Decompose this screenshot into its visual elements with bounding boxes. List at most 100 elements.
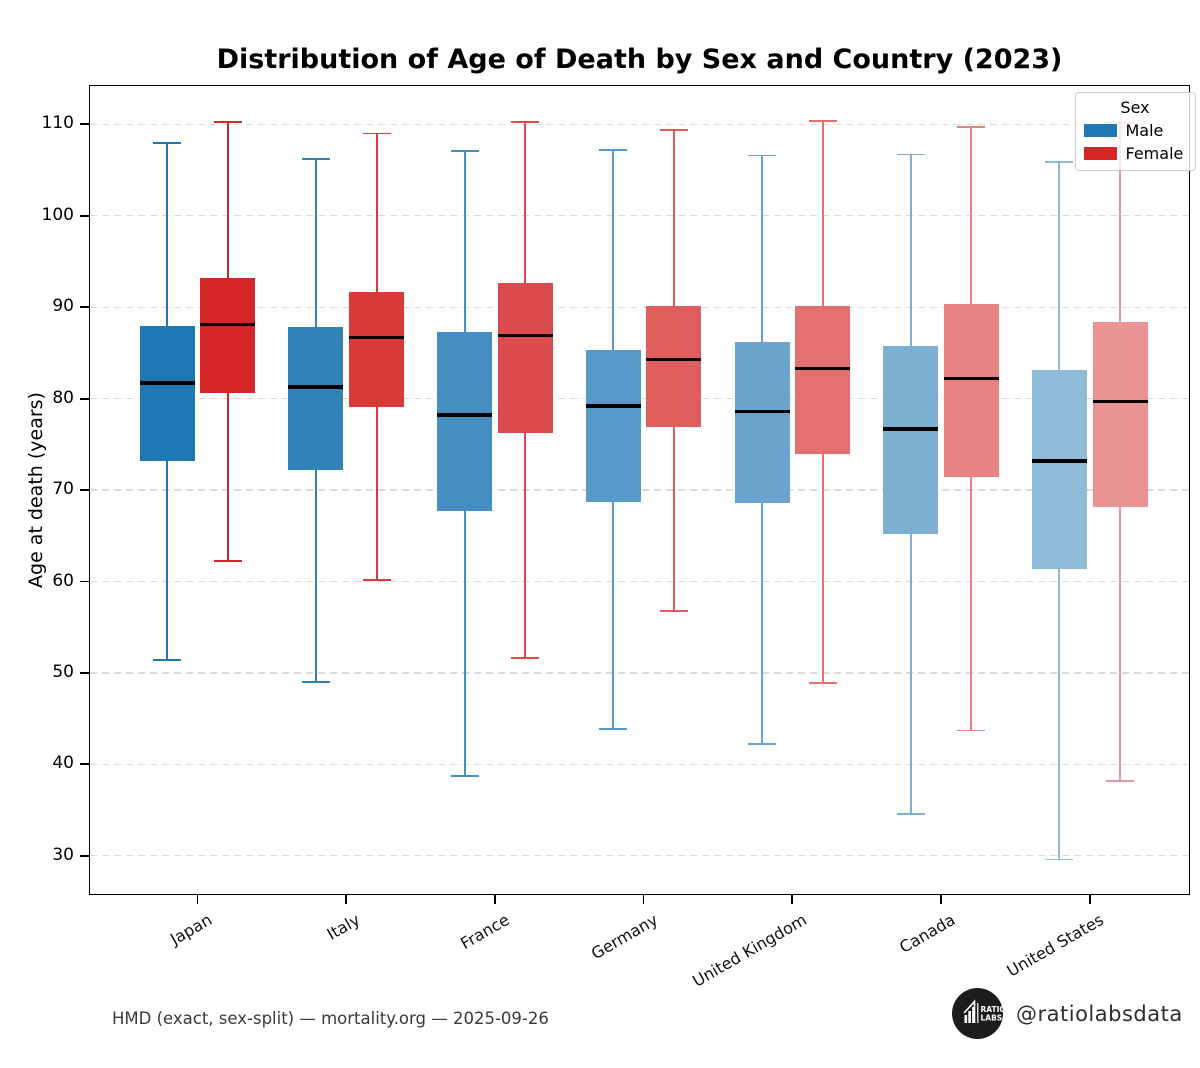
- y-tick-50: [79, 672, 89, 674]
- whisker-upper-male-united-kingdom: [761, 155, 763, 342]
- whisker-cap-lower-female-japan: [213, 560, 242, 563]
- svg-text:RATIO: RATIO: [981, 1005, 1004, 1014]
- whisker-cap-upper-male-italy: [301, 158, 330, 161]
- median-male-united-states: [1031, 459, 1087, 463]
- legend: Sex Male Female: [1074, 92, 1196, 171]
- box-female-france: [497, 283, 553, 434]
- whisker-cap-upper-male-canada: [896, 153, 925, 156]
- y-tick-70: [79, 489, 89, 491]
- x-tick-0: [196, 894, 199, 904]
- whisker-lower-male-france: [463, 511, 466, 777]
- box-female-united-kingdom: [795, 306, 851, 455]
- whisker-upper-male-italy: [314, 159, 317, 328]
- y-tick-label-90: 90: [52, 296, 74, 317]
- y-tick-label-40: 40: [52, 753, 74, 774]
- x-tick-2: [494, 894, 496, 904]
- median-male-france: [437, 413, 493, 417]
- gridline-90: [90, 306, 1189, 308]
- gridline-60: [90, 580, 1189, 583]
- y-tick-80: [79, 397, 89, 400]
- box-male-united-states: [1031, 370, 1087, 569]
- whisker-cap-lower-male-canada: [896, 812, 925, 815]
- svg-text:LABS: LABS: [981, 1014, 1003, 1023]
- whisker-upper-male-france: [463, 150, 466, 332]
- x-tick-label-4: United Kingdom: [689, 910, 810, 991]
- y-tick-100: [79, 214, 89, 217]
- gridline-100: [90, 215, 1189, 217]
- y-tick-60: [79, 580, 89, 583]
- whisker-cap-upper-male-united-kingdom: [748, 154, 776, 157]
- gridline-40: [90, 763, 1189, 765]
- y-tick-label-50: 50: [52, 661, 74, 682]
- y-tick-40: [79, 763, 89, 766]
- ratio-labs-logo-icon: RATIO LABS: [952, 988, 1003, 1039]
- legend-swatch-male-icon: [1083, 124, 1117, 137]
- whisker-cap-lower-male-france: [450, 775, 479, 778]
- x-tick-label-2: France: [456, 910, 513, 954]
- whisker-cap-upper-male-france: [450, 150, 479, 152]
- median-male-italy: [288, 384, 344, 389]
- whisker-lower-female-united-states: [1119, 506, 1121, 781]
- source-note: HMD (exact, sex-split) — mortality.org —…: [112, 1009, 549, 1028]
- whisker-cap-lower-male-united-kingdom: [748, 743, 776, 746]
- box-male-germany: [585, 350, 641, 502]
- box-female-italy: [349, 291, 404, 407]
- whisker-upper-female-japan: [226, 121, 229, 278]
- y-tick-110: [79, 123, 89, 126]
- whisker-cap-lower-female-italy: [362, 578, 391, 581]
- y-tick-label-30: 30: [52, 844, 74, 865]
- whisker-upper-female-germany: [672, 129, 675, 307]
- whisker-cap-upper-female-france: [511, 120, 540, 123]
- x-tick-6: [1088, 894, 1091, 904]
- box-male-united-kingdom: [734, 341, 790, 503]
- legend-title: Sex: [1120, 98, 1150, 117]
- median-male-united-kingdom: [734, 409, 790, 414]
- whisker-cap-lower-male-japan: [153, 659, 182, 662]
- whisker-cap-lower-male-italy: [301, 681, 330, 683]
- whisker-cap-lower-male-germany: [599, 727, 628, 730]
- whisker-lower-male-united-states: [1058, 568, 1061, 860]
- whisker-upper-male-canada: [909, 154, 912, 346]
- whisker-upper-male-germany: [612, 149, 615, 351]
- brand: RATIO LABS @ratiolabsdata: [952, 988, 1183, 1039]
- whisker-lower-female-canada: [970, 477, 973, 731]
- whisker-upper-male-japan: [166, 142, 169, 326]
- whisker-cap-upper-male-united-states: [1045, 160, 1074, 163]
- x-tick-label-6: United States: [1003, 910, 1108, 981]
- median-female-germany: [646, 357, 702, 362]
- whisker-lower-female-japan: [226, 393, 229, 562]
- x-tick-3: [642, 894, 645, 904]
- median-female-france: [497, 333, 553, 338]
- whisker-upper-female-united-states: [1119, 122, 1121, 322]
- box-male-italy: [288, 327, 344, 470]
- box-female-united-states: [1092, 321, 1148, 507]
- box-female-canada: [943, 304, 999, 478]
- median-female-japan: [200, 322, 256, 327]
- legend-label-female: Female: [1125, 144, 1184, 163]
- whisker-lower-female-italy: [375, 406, 378, 580]
- x-tick-label-5: Canada: [896, 910, 959, 957]
- whisker-cap-upper-male-japan: [153, 141, 182, 144]
- whisker-cap-lower-female-germany: [659, 609, 688, 612]
- whisker-cap-upper-female-italy: [362, 132, 391, 135]
- brand-handle: @ratiolabsdata: [1016, 1001, 1183, 1026]
- box-male-canada: [883, 345, 939, 534]
- y-tick-label-110: 110: [41, 113, 74, 134]
- whisker-cap-lower-female-united-states: [1106, 779, 1134, 782]
- plot-area: Sex Male Female 30 40 50 60 70 80 90 100 110 Japa…: [42, 85, 1196, 991]
- whisker-cap-upper-male-germany: [599, 149, 628, 151]
- median-female-united-kingdom: [795, 366, 851, 371]
- x-tick-5: [940, 894, 942, 904]
- whisker-lower-male-italy: [314, 469, 317, 683]
- legend-item-male: Male: [1083, 121, 1187, 140]
- box-male-france: [437, 331, 493, 512]
- gridline-110: [90, 123, 1189, 126]
- whisker-lower-male-united-kingdom: [761, 502, 763, 745]
- x-tick-label-1: Italy: [324, 910, 364, 944]
- x-tick-1: [345, 894, 348, 904]
- y-tick-label-100: 100: [41, 204, 74, 225]
- whisker-upper-female-france: [524, 121, 527, 284]
- legend-label-male: Male: [1125, 121, 1164, 140]
- median-female-italy: [349, 335, 404, 340]
